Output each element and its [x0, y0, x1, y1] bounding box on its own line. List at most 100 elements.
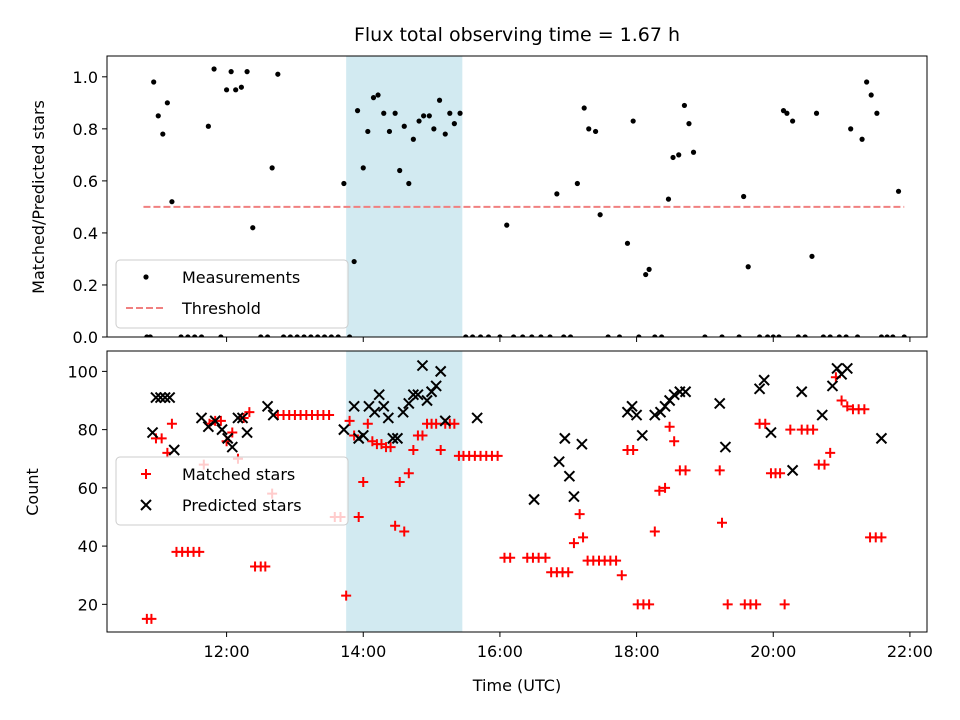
x-axis-label: Time (UTC) [472, 676, 561, 695]
matched-star-point-51 [408, 445, 419, 456]
measurement-point-86 [670, 154, 676, 161]
measurement-point-68 [554, 191, 560, 197]
bottom-axes-frame [106, 350, 928, 633]
measurement-point-34 [346, 334, 353, 337]
matched-star-point-36 [341, 590, 352, 601]
matched-star-point-49 [399, 526, 410, 537]
predicted-star-point-43 [568, 490, 580, 503]
measurement-point-13 [218, 334, 224, 337]
matched-star-point-48 [394, 477, 405, 488]
measurement-point-42 [386, 128, 393, 135]
predicted-star-point-68 [875, 432, 888, 445]
measurement-point-1 [147, 334, 153, 337]
matched-star-point-37 [344, 415, 355, 426]
matched-star-point-103 [722, 599, 733, 610]
top-y-tick-label-0: 0.0 [73, 328, 98, 347]
measurement-point-65 [529, 334, 535, 337]
measurement-point-105 [809, 253, 815, 259]
measurement-point-79 [630, 118, 636, 124]
predicted-star-point-25 [382, 412, 395, 424]
measurement-point-7 [178, 334, 184, 337]
measurement-point-71 [574, 180, 580, 187]
matched-star-point-100 [680, 465, 691, 476]
predicted-star-point-26 [387, 432, 399, 445]
matched-star-point-97 [664, 421, 675, 432]
predicted-star-point-13 [236, 412, 249, 424]
measurement-point-41 [381, 110, 387, 116]
measurement-point-98 [770, 334, 776, 337]
measurement-point-50 [426, 113, 432, 119]
matched-star-point-101 [714, 465, 725, 476]
predicted-star-point-58 [753, 383, 766, 395]
matched-star-point-128 [876, 532, 887, 543]
top-legend-label-0: Measurements [182, 268, 300, 287]
matched-star-point-113 [785, 424, 796, 435]
x-tick-label-2: 16:00 [477, 642, 523, 661]
matched-star-point-108 [760, 418, 771, 429]
bottom-series-1 [146, 359, 888, 506]
measurement-point-59 [477, 334, 484, 337]
measurement-point-94 [741, 193, 747, 200]
chart-title: Flux total observing time = 1.67 h [354, 24, 680, 46]
bottom-shaded-region [346, 351, 463, 632]
predicted-star-point-40 [553, 455, 565, 468]
predicted-star-point-10 [222, 432, 234, 445]
matched-star-point-81 [578, 532, 589, 543]
matched-star-point-94 [649, 526, 660, 537]
measurement-point-54 [447, 110, 453, 116]
legend-marker-matched-stars [141, 469, 151, 479]
predicted-star-point-49 [649, 409, 661, 421]
matched-star-point-80 [574, 509, 585, 520]
matched-star-point-19 [244, 407, 255, 418]
measurement-point-30 [321, 334, 328, 337]
measurement-point-113 [859, 136, 865, 142]
predicted-star-point-6 [195, 412, 208, 424]
measurement-point-37 [360, 165, 366, 171]
measurement-point-63 [510, 334, 517, 337]
predicted-star-point-12 [232, 412, 244, 424]
matched-star-point-90 [628, 445, 639, 456]
predicted-star-point-63 [816, 409, 828, 421]
x-tick-label-0: 12:00 [204, 642, 250, 661]
matched-star-point-87 [611, 555, 622, 566]
measurement-point-6 [169, 199, 175, 205]
matched-star-point-38 [349, 430, 360, 441]
bottom-y-tick-label-4: 100 [67, 362, 98, 381]
measurement-point-47 [410, 136, 416, 142]
measurement-point-90 [690, 149, 697, 155]
measurement-point-38 [365, 128, 371, 135]
measurement-point-17 [238, 84, 244, 90]
predicted-star-point-16 [267, 409, 279, 421]
bottom-y-tick-label-2: 60 [78, 479, 98, 498]
matched-star-point-78 [563, 567, 574, 578]
measurement-point-26 [294, 334, 300, 337]
predicted-star-point-64 [826, 380, 839, 392]
measurement-point-99 [776, 334, 782, 337]
top-y-axis-label: Matched/Predicted stars [29, 100, 48, 294]
measurement-point-19 [250, 225, 256, 231]
matched-star-point-46 [385, 442, 396, 453]
predicted-star-point-22 [368, 406, 381, 418]
measurement-point-108 [827, 334, 833, 337]
legend-marker-measurements [143, 274, 149, 280]
measurement-point-96 [756, 334, 763, 337]
bottom-y-axis-label: Count [23, 468, 42, 516]
predicted-star-point-46 [626, 400, 638, 413]
measurement-point-106 [813, 110, 820, 116]
predicted-star-point-33 [421, 394, 433, 407]
matched-star-point-106 [751, 599, 762, 610]
bottom-y-tick-label-0: 20 [78, 595, 98, 614]
matched-star-point-118 [819, 459, 830, 470]
bottom-y-tick-label-3: 80 [78, 421, 98, 440]
measurement-point-111 [848, 126, 854, 132]
matched-star-point-125 [859, 404, 870, 415]
measurement-point-93 [736, 334, 742, 337]
measurement-point-55 [451, 121, 457, 127]
predicted-star-point-67 [841, 362, 853, 375]
predicted-star-point-32 [416, 359, 429, 372]
predicted-star-point-59 [758, 374, 770, 386]
top-y-tick-label-5: 1.0 [73, 68, 98, 87]
top-axes-frame [106, 55, 928, 338]
bottom-legend-label-0: Matched stars [182, 465, 295, 484]
